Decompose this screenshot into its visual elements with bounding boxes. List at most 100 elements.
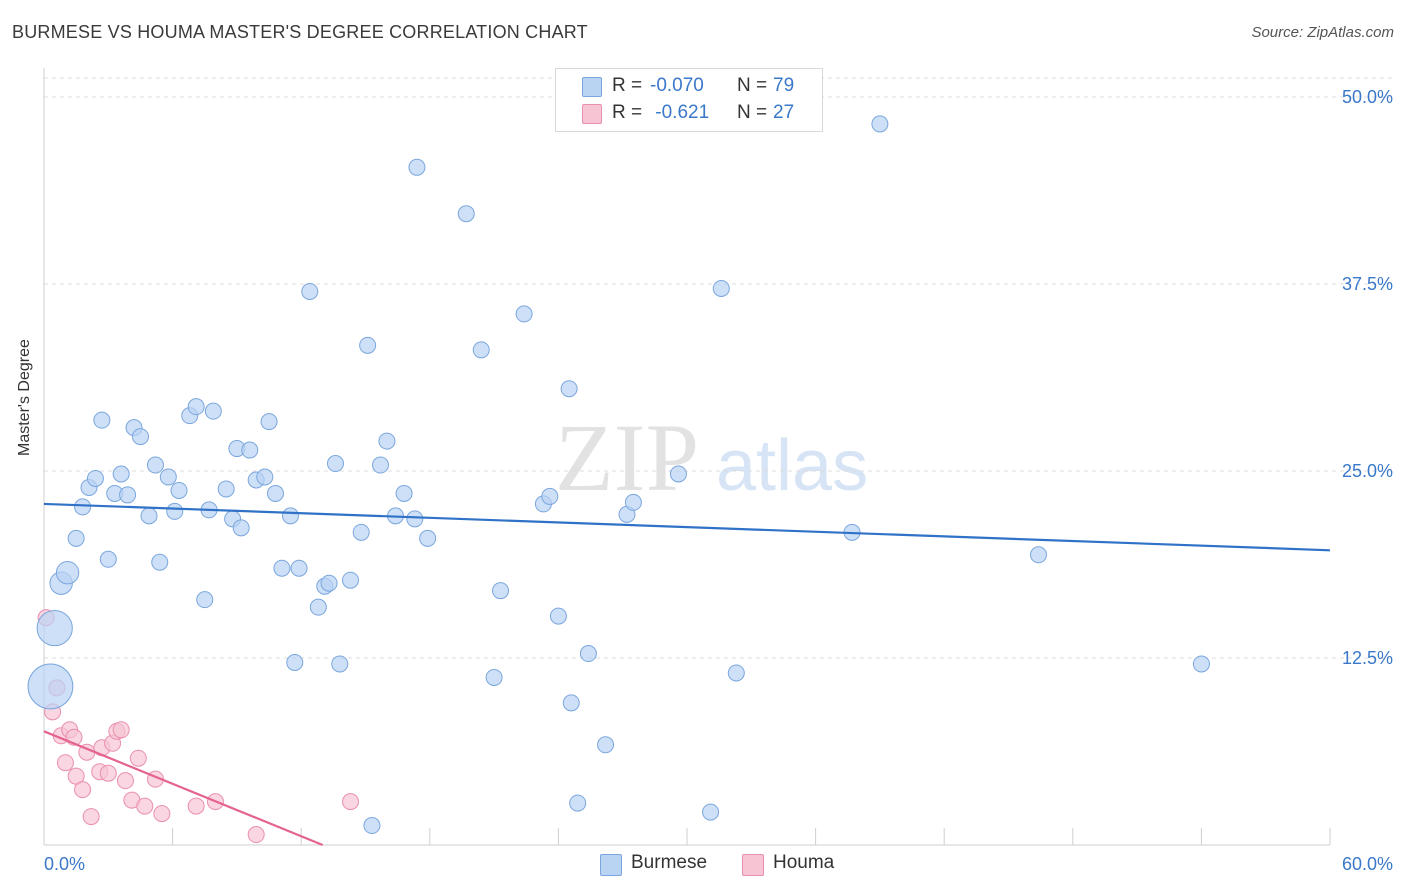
burmese-point	[256, 468, 274, 486]
burmese-point	[472, 341, 490, 359]
burmese-point	[341, 571, 359, 589]
burmese-point	[492, 582, 510, 600]
burmese-swatch	[582, 77, 602, 97]
burmese-point	[290, 559, 308, 577]
burmese-point	[378, 432, 396, 450]
burmese-point	[320, 574, 338, 592]
burmese-point	[359, 336, 377, 354]
burmese-point	[187, 398, 205, 416]
legend-n-value: 27	[773, 102, 795, 123]
burmese-point	[112, 465, 130, 483]
burmese-point	[549, 607, 567, 625]
houma-legend-swatch	[742, 854, 764, 876]
correlation-legend: R = -0.070 N = 79 R = -0.621 N = 27	[555, 68, 823, 132]
legend-row-houma: R = -0.621 N = 27	[556, 102, 822, 126]
burmese-point	[196, 591, 214, 609]
tick-labels: 12.5% 25.0% 37.5% 50.0% 0.0% 60.0%	[44, 87, 1393, 874]
burmese-point	[74, 498, 92, 516]
burmese-point	[579, 645, 597, 663]
burmese-point	[326, 455, 344, 473]
watermark: ZIP atlas	[555, 404, 868, 511]
burmese-point	[99, 550, 117, 568]
legend-r-value: -0.621	[650, 102, 710, 123]
legend-n-label: N =	[737, 102, 768, 123]
burmese-point	[541, 487, 559, 505]
y-tick-label: 25.0%	[1342, 461, 1393, 481]
houma-point	[82, 808, 100, 826]
burmese-legend-swatch	[600, 854, 622, 876]
burmese-point	[286, 653, 304, 671]
burmese-point	[624, 493, 642, 511]
legend-n-value: 79	[773, 75, 795, 96]
y-tick-label: 37.5%	[1342, 274, 1393, 294]
burmese-point	[232, 519, 250, 537]
burmese-point	[406, 510, 424, 528]
burmese-point	[131, 428, 149, 446]
houma-point	[136, 797, 154, 815]
houma-point	[56, 754, 74, 772]
burmese-point	[151, 553, 169, 571]
burmese-point	[515, 305, 533, 323]
burmese-point	[86, 469, 104, 487]
burmese-point	[395, 484, 413, 502]
burmese-point	[363, 817, 381, 835]
burmese-point	[1030, 546, 1048, 564]
burmese-point	[204, 402, 222, 420]
burmese-point	[93, 411, 111, 429]
houma-trend-line	[43, 730, 324, 847]
burmese-point	[301, 282, 319, 300]
houma-point	[112, 721, 130, 739]
burmese-point	[241, 441, 259, 459]
chart-title: BURMESE VS HOUMA MASTER'S DEGREE CORRELA…	[12, 22, 588, 42]
burmese-point	[408, 158, 426, 176]
burmese-point	[372, 456, 390, 474]
burmese-point	[331, 655, 349, 673]
houma-point	[99, 764, 117, 782]
burmese-point	[146, 456, 164, 474]
burmese-point	[170, 481, 188, 499]
y-tick-label: 12.5%	[1342, 648, 1393, 668]
watermark-atlas: atlas	[716, 426, 868, 506]
burmese-point	[309, 598, 327, 616]
legend-row-burmese: R = -0.070 N = 79	[556, 75, 822, 99]
legend-n-label: N =	[737, 75, 768, 96]
burmese-point	[669, 465, 687, 483]
burmese-point	[727, 664, 745, 682]
houma-swatch	[582, 104, 602, 124]
burmese-point	[1192, 655, 1210, 673]
burmese-point	[55, 561, 80, 585]
burmese-point	[159, 468, 177, 486]
houma-legend-label: Houma	[773, 852, 835, 873]
burmese-point	[140, 507, 158, 525]
houma-point	[153, 805, 171, 823]
burmese-point	[597, 736, 615, 754]
houma-point	[341, 793, 359, 811]
x-tick-label: 60.0%	[1342, 854, 1393, 874]
burmese-point	[712, 279, 730, 297]
legend-r-label: R =	[612, 75, 643, 96]
burmese-point	[119, 486, 137, 504]
burmese-point	[260, 413, 278, 431]
burmese-point	[266, 484, 284, 502]
houma-point	[129, 749, 147, 767]
burmese-point	[569, 794, 587, 812]
legend-r-value: -0.070	[650, 75, 704, 96]
grid-lines	[44, 77, 1392, 659]
burmese-point	[217, 480, 235, 498]
burmese-point	[273, 559, 291, 577]
burmese-point	[702, 803, 720, 821]
burmese-point	[562, 694, 580, 712]
houma-point	[187, 797, 205, 815]
burmese-legend-label: Burmese	[631, 852, 708, 873]
legend-r-label: R =	[612, 102, 643, 123]
axes	[43, 68, 1331, 846]
burmese-point	[560, 380, 578, 398]
houma-point	[116, 772, 134, 790]
source-label: Source: ZipAtlas.com	[1251, 24, 1394, 41]
burmese-point	[871, 115, 889, 133]
burmese-point	[281, 507, 299, 525]
burmese-point	[67, 529, 85, 547]
houma-point	[247, 826, 265, 844]
houma-points	[37, 609, 359, 844]
